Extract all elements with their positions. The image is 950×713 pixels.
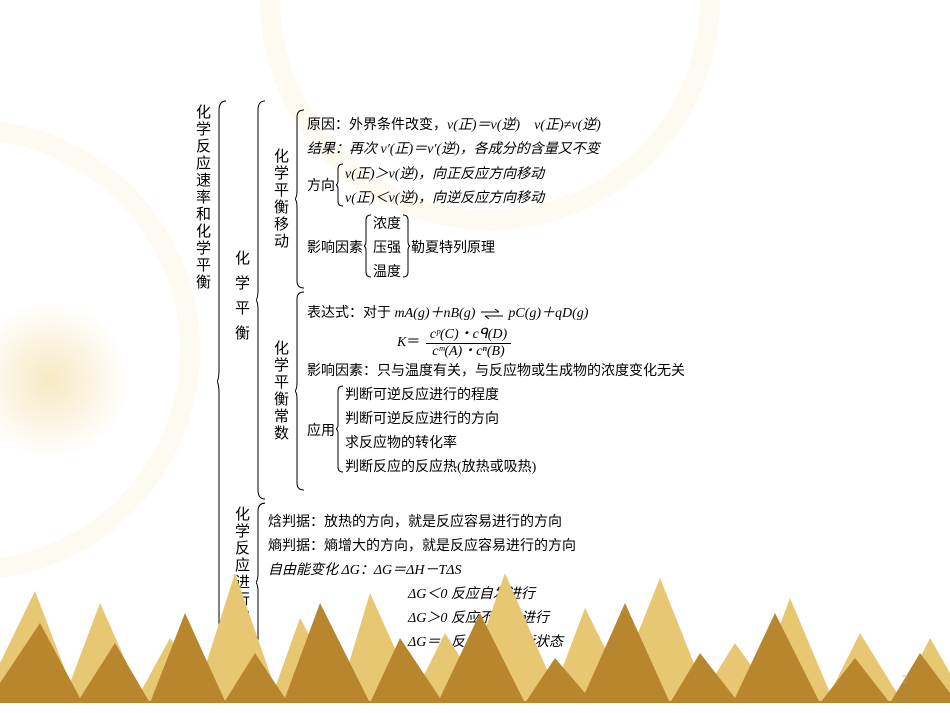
enthalpy-line: 焓判据：放热的方向，就是反应容易进行的方向 [268, 512, 576, 534]
expr-rxn-1: mA(g)＋nB(g) [395, 306, 476, 321]
b1-bracket [256, 100, 266, 500]
b1a-label: 化学平衡移动 [268, 144, 293, 254]
cause-line: 原因：外界条件改变，v(正)＝v(逆) v(正)≠v(逆) [307, 115, 601, 137]
use-4: 判断反应的反应热(放热或吸热) [345, 457, 536, 479]
direction-group: 方向 v(正)＞v(逆)，向正反应方向移动 v(正)＜v(逆)，向逆反应方向移动 [307, 163, 601, 212]
direction-bracket [336, 163, 344, 212]
cause-eq: v(正)＝v(逆) v(正)≠v(逆) [447, 118, 601, 133]
direction-label: 方向 [307, 176, 335, 198]
use-bracket [336, 385, 344, 479]
page-number: 2 [902, 672, 908, 687]
k-sym: K [397, 335, 406, 350]
expr-rxn-2: pC(g)＋qD(g) [508, 306, 588, 321]
factor-bracket-r [402, 214, 410, 284]
factor-tail: 勒夏特列原理 [411, 238, 495, 260]
rxn-arrow-icon [479, 308, 505, 320]
b1b-bracket [295, 291, 305, 491]
b1b-label: 化学平衡常数 [268, 336, 293, 446]
use-1: 判断可逆反应进行的程度 [345, 385, 536, 407]
factor-bracket-l [364, 214, 372, 284]
expr-line: 表达式：对于 mA(g)＋nB(g) pC(g)＋qD(g) [307, 303, 685, 325]
branch-equil-const: 化学平衡常数 表达式：对于 mA(g)＋nB(g) pC(g)＋qD(g) K＝ [268, 291, 685, 491]
k-num: cᵖ(C)・cᑫ(D) [426, 327, 511, 343]
k-den: cᵐ(A)・cⁿ(B) [426, 344, 511, 359]
factor-1: 浓度 [373, 214, 401, 236]
use-3: 求反应物的转化率 [345, 433, 536, 455]
b1a-bracket [295, 109, 305, 289]
const-factor-line: 影响因素：只与温度有关，与反应物或生成物的浓度变化无关 [307, 361, 685, 383]
factor-2: 压强 [373, 238, 401, 260]
result-line: 结果：再次 v′(正)＝v′(逆)，各成分的含量又不变 [307, 139, 601, 161]
use-2: 判断可逆反应进行的方向 [345, 409, 536, 431]
factor-label: 影响因素 [307, 238, 363, 260]
root-label: 化学反应速率和化学平衡 [190, 100, 215, 295]
branch-equil-shift: 化学平衡移动 原因：外界条件改变，v(正)＝v(逆) v(正)≠v(逆) 结果：… [268, 109, 685, 289]
direction-2: v(正)＜v(逆)，向逆反应方向移动 [345, 188, 544, 210]
mountain-bg [0, 543, 950, 713]
expr-head: 表达式：对于 [307, 306, 395, 321]
use-group: 应用 判断可逆反应进行的程度 判断可逆反应进行的方向 求反应物的转化率 判断反应… [307, 385, 685, 479]
branch-chem-equilibrium: 化学平衡 化学平衡移动 原因：外界条件改变，v(正)＝v(逆) v(正)≠v(逆… [229, 100, 685, 500]
direction-1: v(正)＞v(逆)，向正反应方向移动 [345, 164, 544, 186]
k-line: K＝ cᵖ(C)・cᑫ(D) cᵐ(A)・cⁿ(B) [307, 327, 685, 359]
use-label: 应用 [307, 421, 335, 443]
factor-group: 影响因素 浓度 压强 温度 [307, 214, 601, 284]
cause-text: 原因：外界条件改变， [307, 118, 447, 133]
factor-3: 温度 [373, 262, 401, 284]
b1-label: 化学平衡 [229, 246, 254, 354]
